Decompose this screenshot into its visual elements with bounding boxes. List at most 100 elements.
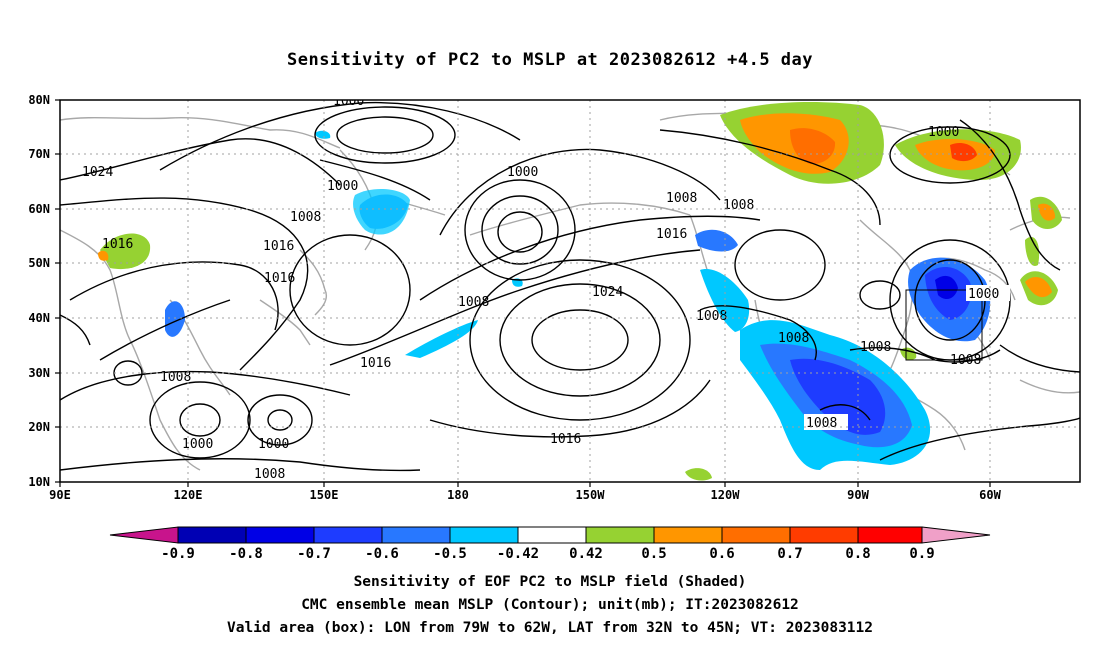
shade-neg-coast [700, 269, 750, 332]
colorbar-bin [721, 526, 791, 544]
shade-pos-mongolia [100, 233, 151, 270]
contour-label: 1008 [160, 370, 191, 385]
lon-label: 90E [49, 488, 71, 502]
lon-label: 150W [576, 488, 606, 502]
contour-label: 1000 [928, 125, 959, 140]
axis-ticks [55, 99, 991, 487]
lat-label: 20N [28, 420, 50, 434]
colorbar-bin [857, 526, 923, 544]
colorbar-bin [313, 526, 383, 544]
shade-pos-greenland-red [950, 143, 977, 162]
shade-neg-east-core [935, 275, 958, 300]
colorbar-bin [585, 526, 655, 544]
lat-label: 60N [28, 202, 50, 216]
contour-label: 1000 [968, 287, 999, 302]
contour-label: 1000 [327, 179, 358, 194]
shade-pos-atlantic-or [1025, 277, 1052, 298]
longitude-labels: 90E 120E 150E 180 150W 120W 90W 60W [49, 488, 1001, 502]
contour-label: 1024 [82, 165, 113, 180]
graticule [60, 100, 1080, 482]
map-frame [59, 99, 1081, 483]
colorbar-label: -0.5 [433, 546, 467, 562]
lon-label: 150E [310, 488, 339, 502]
contour-label: 1008 [458, 295, 489, 310]
contour-label: 1016 [550, 432, 581, 447]
caption-line-3: Valid area (box): LON from 79W to 62W, L… [226, 620, 873, 636]
contour-label: 1000 [258, 437, 289, 452]
colorbar-label: -0.8 [229, 546, 263, 562]
contour-label: 1008 [254, 467, 285, 482]
colorbar-bin [449, 526, 519, 544]
shade-neg-gulf-deep [790, 358, 886, 435]
lon-label: 60W [979, 488, 1001, 502]
caption-line-1: Sensitivity of EOF PC2 to MSLP field (Sh… [353, 574, 747, 590]
colorbar-label: 0.7 [777, 546, 802, 562]
colorbar-bin [517, 526, 587, 544]
lon-label: 180 [447, 488, 469, 502]
contour-label: 1000 [333, 94, 364, 109]
shade-neg-china [165, 301, 185, 337]
contour-label: 1008 [290, 210, 321, 225]
shade-pos-arctic-deep [790, 128, 836, 165]
colorbar-labels: -0.9 -0.8 -0.7 -0.6 -0.5 -0.42 0.42 0.5 … [161, 546, 935, 562]
contour-label: 1008 [666, 191, 697, 206]
contour-label-group: 1000 1024 1000 1008 1016 1016 1016 1000 … [82, 94, 981, 482]
mslp-contours [60, 101, 1080, 472]
caption-line-2: CMC ensemble mean MSLP (Contour); unit(m… [301, 597, 799, 613]
shade-pos-pacific-south [685, 468, 712, 481]
colorbar-high-arrow [921, 526, 991, 544]
colorbar-bin [653, 526, 723, 544]
colorbar-low-arrow [109, 526, 179, 544]
contour-label: 1016 [656, 227, 687, 242]
colorbar-label: 0.42 [569, 546, 603, 562]
lat-label: 40N [28, 311, 50, 325]
lon-label: 120E [174, 488, 203, 502]
shade-pos-labrador-or [1038, 203, 1056, 221]
colorbar [109, 526, 991, 544]
contour-label: 1008 [950, 353, 981, 368]
shade-pos-mongolia-or [98, 250, 109, 261]
contour-label: 1016 [263, 239, 294, 254]
shade-neg-pacnw [695, 229, 738, 252]
contour-label: 1008 [778, 331, 809, 346]
colorbar-bin [177, 526, 247, 544]
colorbar-label: 0.9 [909, 546, 934, 562]
lat-label: 70N [28, 147, 50, 161]
contour-label: 1008 [860, 340, 891, 355]
shade-neg-kam-light [353, 188, 410, 235]
colorbar-label: -0.9 [161, 546, 195, 562]
colorbar-bin [789, 526, 859, 544]
contour-label: 1016 [102, 237, 133, 252]
colorbar-bin [245, 526, 315, 544]
shade-neg-pacific-streak [405, 320, 478, 358]
contour-label: 1016 [360, 356, 391, 371]
map-plot-area: 1000 1024 1000 1008 1016 1016 1016 1000 … [60, 94, 1080, 482]
shade-pos-strip [1025, 236, 1040, 266]
lat-label: 30N [28, 366, 50, 380]
colorbar-bin [381, 526, 451, 544]
contour-label: 1016 [264, 271, 295, 286]
lat-label: 10N [28, 475, 50, 489]
sensitivity-shading [98, 102, 1062, 481]
latitude-labels: 80N 70N 60N 50N 40N 30N 20N 10N [28, 93, 50, 489]
contour-label: 1000 [507, 165, 538, 180]
shade-neg-small1 [315, 130, 331, 139]
lat-label: 80N [28, 93, 50, 107]
shade-pos-florida [900, 347, 917, 360]
valid-area-box [905, 289, 983, 361]
colorbar-label: -0.6 [365, 546, 399, 562]
lon-label: 90W [847, 488, 869, 502]
contour-label: 1008 [723, 198, 754, 213]
colorbar-label: 0.5 [641, 546, 666, 562]
contour-label: 1000 [182, 437, 213, 452]
colorbar-label: -0.42 [497, 546, 539, 562]
contour-label: 1008 [696, 309, 727, 324]
contour-label: 1024 [592, 285, 623, 300]
colorbar-label: 0.8 [845, 546, 870, 562]
lon-label: 120W [711, 488, 741, 502]
contour-label: 1008 [806, 416, 837, 431]
colorbar-label: 0.6 [709, 546, 734, 562]
map-title: Sensitivity of PC2 to MSLP at 2023082612… [286, 50, 813, 70]
colorbar-label: -0.7 [297, 546, 331, 562]
